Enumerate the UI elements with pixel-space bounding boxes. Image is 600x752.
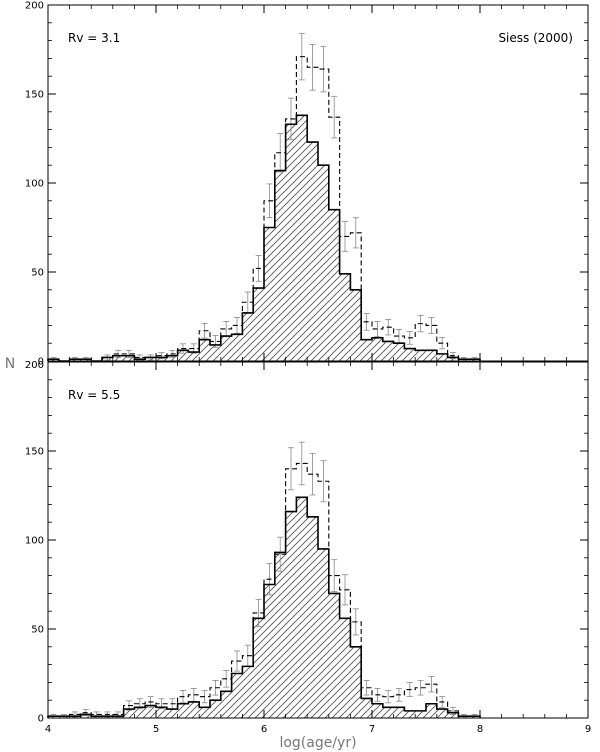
y-tick-label: 50 [31, 268, 44, 279]
solid-histogram [47, 114, 481, 362]
y-tick-label: 100 [25, 179, 44, 190]
bottom-panel: 0 50 100 150 200 4 5 6 7 8 9 Rv = 5.5 [25, 360, 591, 735]
y-tick-label: 150 [25, 90, 44, 101]
y-tick-label: 200 [25, 360, 44, 371]
x-tick-label: 6 [261, 724, 267, 735]
x-tick-label: 8 [477, 724, 483, 735]
panel-label: Rv = 3.1 [68, 31, 120, 45]
y-tick-label: 200 [25, 1, 44, 12]
x-tick-label: 4 [45, 724, 51, 735]
x-tick-label: 7 [369, 724, 375, 735]
x-tick-label: 9 [585, 724, 591, 735]
solid-histogram [47, 496, 481, 718]
source-annotation: Siess (2000) [498, 31, 573, 45]
y-tick-label: 150 [25, 447, 44, 458]
y-tick-label: 100 [25, 536, 44, 547]
y-axis-title: N [5, 356, 15, 372]
y-tick-label: 50 [31, 625, 44, 636]
y-tick-label: 0 [38, 714, 44, 725]
x-tick-label: 5 [153, 724, 159, 735]
y-tick-label: 0 [38, 357, 44, 368]
x-axis-title: log(age/yr) [279, 735, 356, 751]
top-panel: 0 50 100 150 200 Rv = 3.1 Siess (2000) [25, 1, 589, 368]
panel-label: Rv = 5.5 [68, 388, 120, 402]
